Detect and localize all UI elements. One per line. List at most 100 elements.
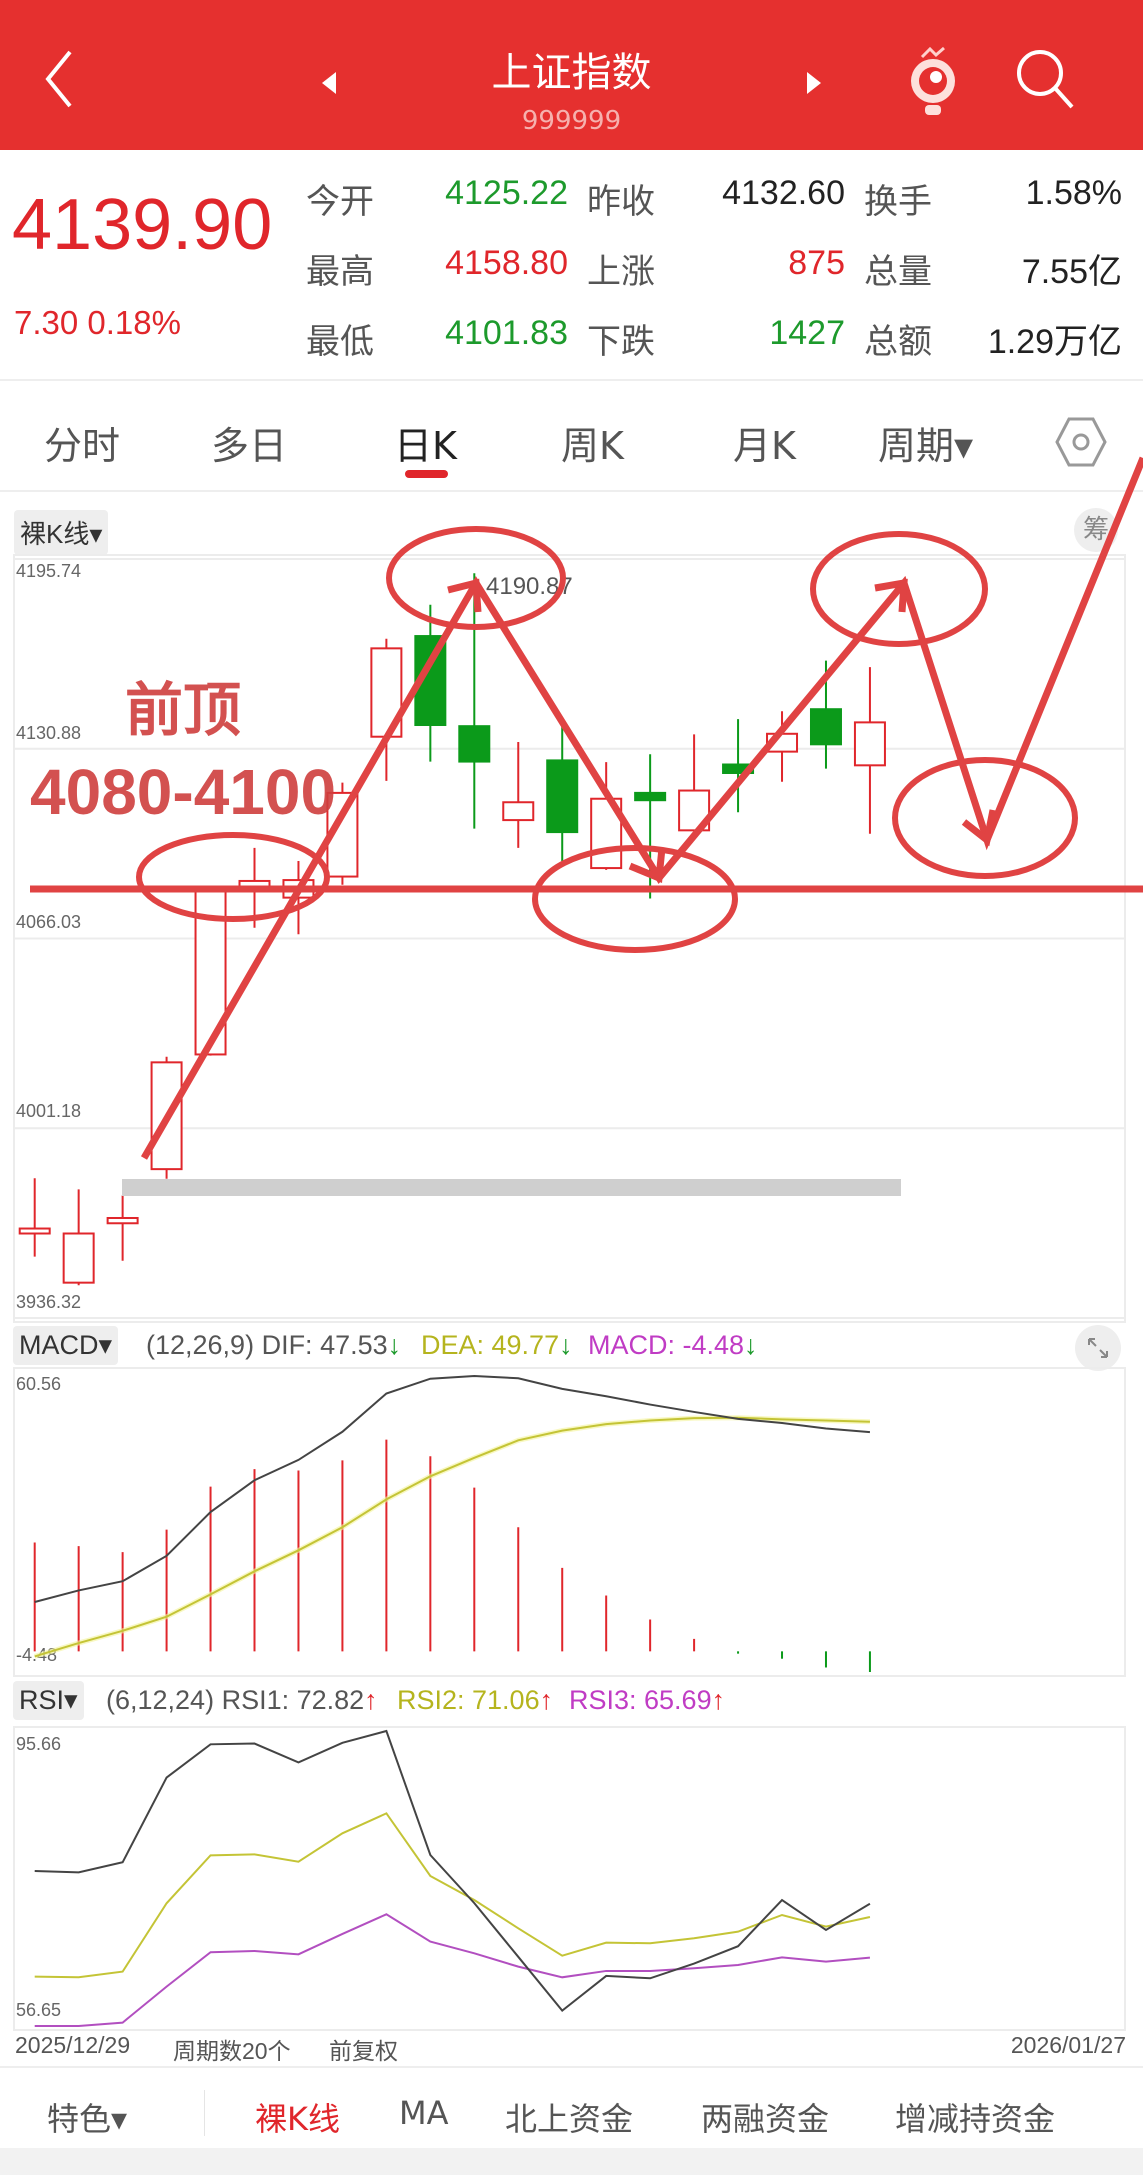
annotations: 4190.87 前顶 4080-4100 — [30, 456, 1143, 1196]
end-date: 2026/01/27 — [1010, 2032, 1126, 2058]
tab-5[interactable]: 周期▾ — [878, 424, 974, 468]
start-date: 2025/12/29 — [15, 2032, 131, 2058]
dif-value: (12,26,9) DIF: 47.53 — [146, 1330, 388, 1360]
settings-hex-icon[interactable] — [1055, 416, 1107, 468]
quote-label: 最低 — [306, 322, 374, 362]
rsi3-line — [34, 1913, 871, 2027]
prev-stock-icon[interactable] — [320, 70, 340, 96]
quote-label: 总额 — [864, 322, 932, 362]
macd-type-dropdown[interactable]: MACD▾ — [13, 1326, 119, 1365]
candle-body — [678, 789, 711, 832]
candle-body — [546, 759, 579, 834]
quote-value: 4101.83 — [445, 314, 568, 352]
tab-1[interactable]: 多日 — [211, 424, 288, 468]
macd-value-label: MACD: -4.48↓ — [588, 1330, 758, 1361]
rsi-y-tick: 56.65 — [16, 2000, 62, 2020]
next-stock-icon[interactable] — [803, 70, 823, 96]
candle-body — [853, 721, 886, 767]
bottom-strip — [0, 2148, 1143, 2175]
indicator-tab-0[interactable]: 特色▾ — [47, 2100, 128, 2138]
range-annotation: 4080-4100 — [30, 756, 336, 828]
quote-label: 最高 — [306, 252, 374, 292]
arrow-head-icon — [447, 578, 482, 613]
trend-arrow-path — [140, 456, 1143, 1160]
search-icon[interactable] — [1012, 45, 1078, 111]
adjust-mode: 前复权 — [329, 2038, 398, 2064]
divider — [0, 379, 1143, 381]
indicator-tab-5[interactable]: 增减持资金 — [895, 2100, 1056, 2138]
candle-body — [238, 879, 271, 889]
tab-2[interactable]: 日K — [394, 424, 457, 468]
candle-body — [722, 763, 755, 774]
tab-3[interactable]: 周K — [561, 424, 624, 468]
support-gray-bar — [122, 1179, 901, 1196]
arrow-head-icon — [628, 847, 666, 884]
indicator-tab-3[interactable]: 北上资金 — [505, 2100, 634, 2138]
quote-label: 上涨 — [587, 252, 655, 292]
chip-distribution-button[interactable]: 筹 — [1074, 508, 1118, 552]
last-price: 4139.90 — [12, 185, 273, 265]
quote-value: 4125.22 — [445, 174, 568, 212]
candle-body — [414, 635, 447, 727]
rsi2-label: RSI2: 71.06↑ — [397, 1685, 553, 1716]
quote-value: 4132.60 — [722, 174, 845, 212]
expand-icon[interactable] — [1074, 1324, 1122, 1372]
indicator-tab-2[interactable]: MA — [399, 2094, 449, 2132]
period-count: 周期数20个 — [173, 2038, 291, 2064]
panel-frame — [13, 554, 1126, 1323]
candle-body — [634, 791, 667, 802]
candle-body — [370, 647, 403, 738]
macd-dif-label: (12,26,9) DIF: 47.53↓ — [146, 1330, 401, 1361]
down-arrow-icon: ↓ — [559, 1330, 573, 1360]
rsi2-line — [34, 1812, 871, 1979]
down-arrow-icon: ↓ — [387, 1330, 402, 1360]
quote-value: 1.29万亿 — [987, 323, 1122, 361]
quote-value: 4158.80 — [445, 244, 568, 282]
rsi-y-tick: 95.66 — [16, 1734, 62, 1754]
up-arrow-icon: ↑ — [711, 1685, 726, 1715]
rsi2-value: RSI2: 71.06 — [397, 1685, 540, 1715]
candle-body — [106, 1216, 139, 1225]
macd-value: MACD: -4.48 — [588, 1330, 745, 1360]
quote-value: 1.58% — [1025, 174, 1122, 212]
arrow-head-icon — [874, 578, 908, 613]
y-tick-label: 4066.03 — [16, 912, 82, 932]
annotation-circle — [386, 526, 566, 630]
tab-0[interactable]: 分时 — [44, 424, 121, 468]
mascot-icon[interactable] — [900, 45, 966, 120]
annotation-circle — [532, 845, 738, 953]
y-tick-label: 4001.18 — [16, 1101, 82, 1121]
quote-label: 换手 — [864, 182, 932, 222]
rsi-type-dropdown[interactable]: RSI▾ — [13, 1681, 84, 1720]
panel-frame — [13, 1726, 1126, 2031]
divider — [0, 2066, 1143, 2068]
macd-y-tick: -4.48 — [16, 1645, 58, 1665]
quote-label: 总量 — [864, 252, 932, 292]
y-tick-label: 3936.32 — [16, 1292, 82, 1312]
dif-line — [34, 1374, 871, 1603]
y-tick-label: 4195.74 — [16, 561, 82, 581]
stock-code: 999999 — [521, 106, 622, 136]
tab-4[interactable]: 月K — [733, 424, 796, 468]
candle-body — [18, 1227, 51, 1235]
annotation-circle — [892, 757, 1078, 879]
candle-body — [458, 725, 491, 763]
rsi3-label: RSI3: 65.69↑ — [569, 1685, 725, 1716]
up-arrow-icon: ↑ — [364, 1685, 378, 1715]
kline-type-dropdown[interactable]: 裸K线▾ — [14, 510, 109, 555]
indicator-tab-1[interactable]: 裸K线 — [255, 2100, 340, 2138]
quote-label: 下跌 — [587, 322, 655, 362]
back-icon[interactable] — [40, 48, 80, 110]
rsi3-value: RSI3: 65.69 — [569, 1685, 712, 1715]
high-price-label: 4190.87 — [486, 573, 573, 600]
prev-top-annotation: 前顶 — [125, 678, 241, 743]
candle-body — [766, 732, 799, 753]
macd-y-tick: 60.56 — [16, 1374, 62, 1394]
indicator-tab-4[interactable]: 两融资金 — [701, 2100, 830, 2138]
stock-title: 上证指数 — [491, 50, 652, 96]
macd-dea-label: DEA: 49.77↓ — [421, 1330, 573, 1361]
dea-line-glow — [33, 1415, 871, 1659]
dea-line — [34, 1416, 870, 1658]
divider — [0, 490, 1143, 492]
quote-value: 875 — [788, 244, 845, 282]
